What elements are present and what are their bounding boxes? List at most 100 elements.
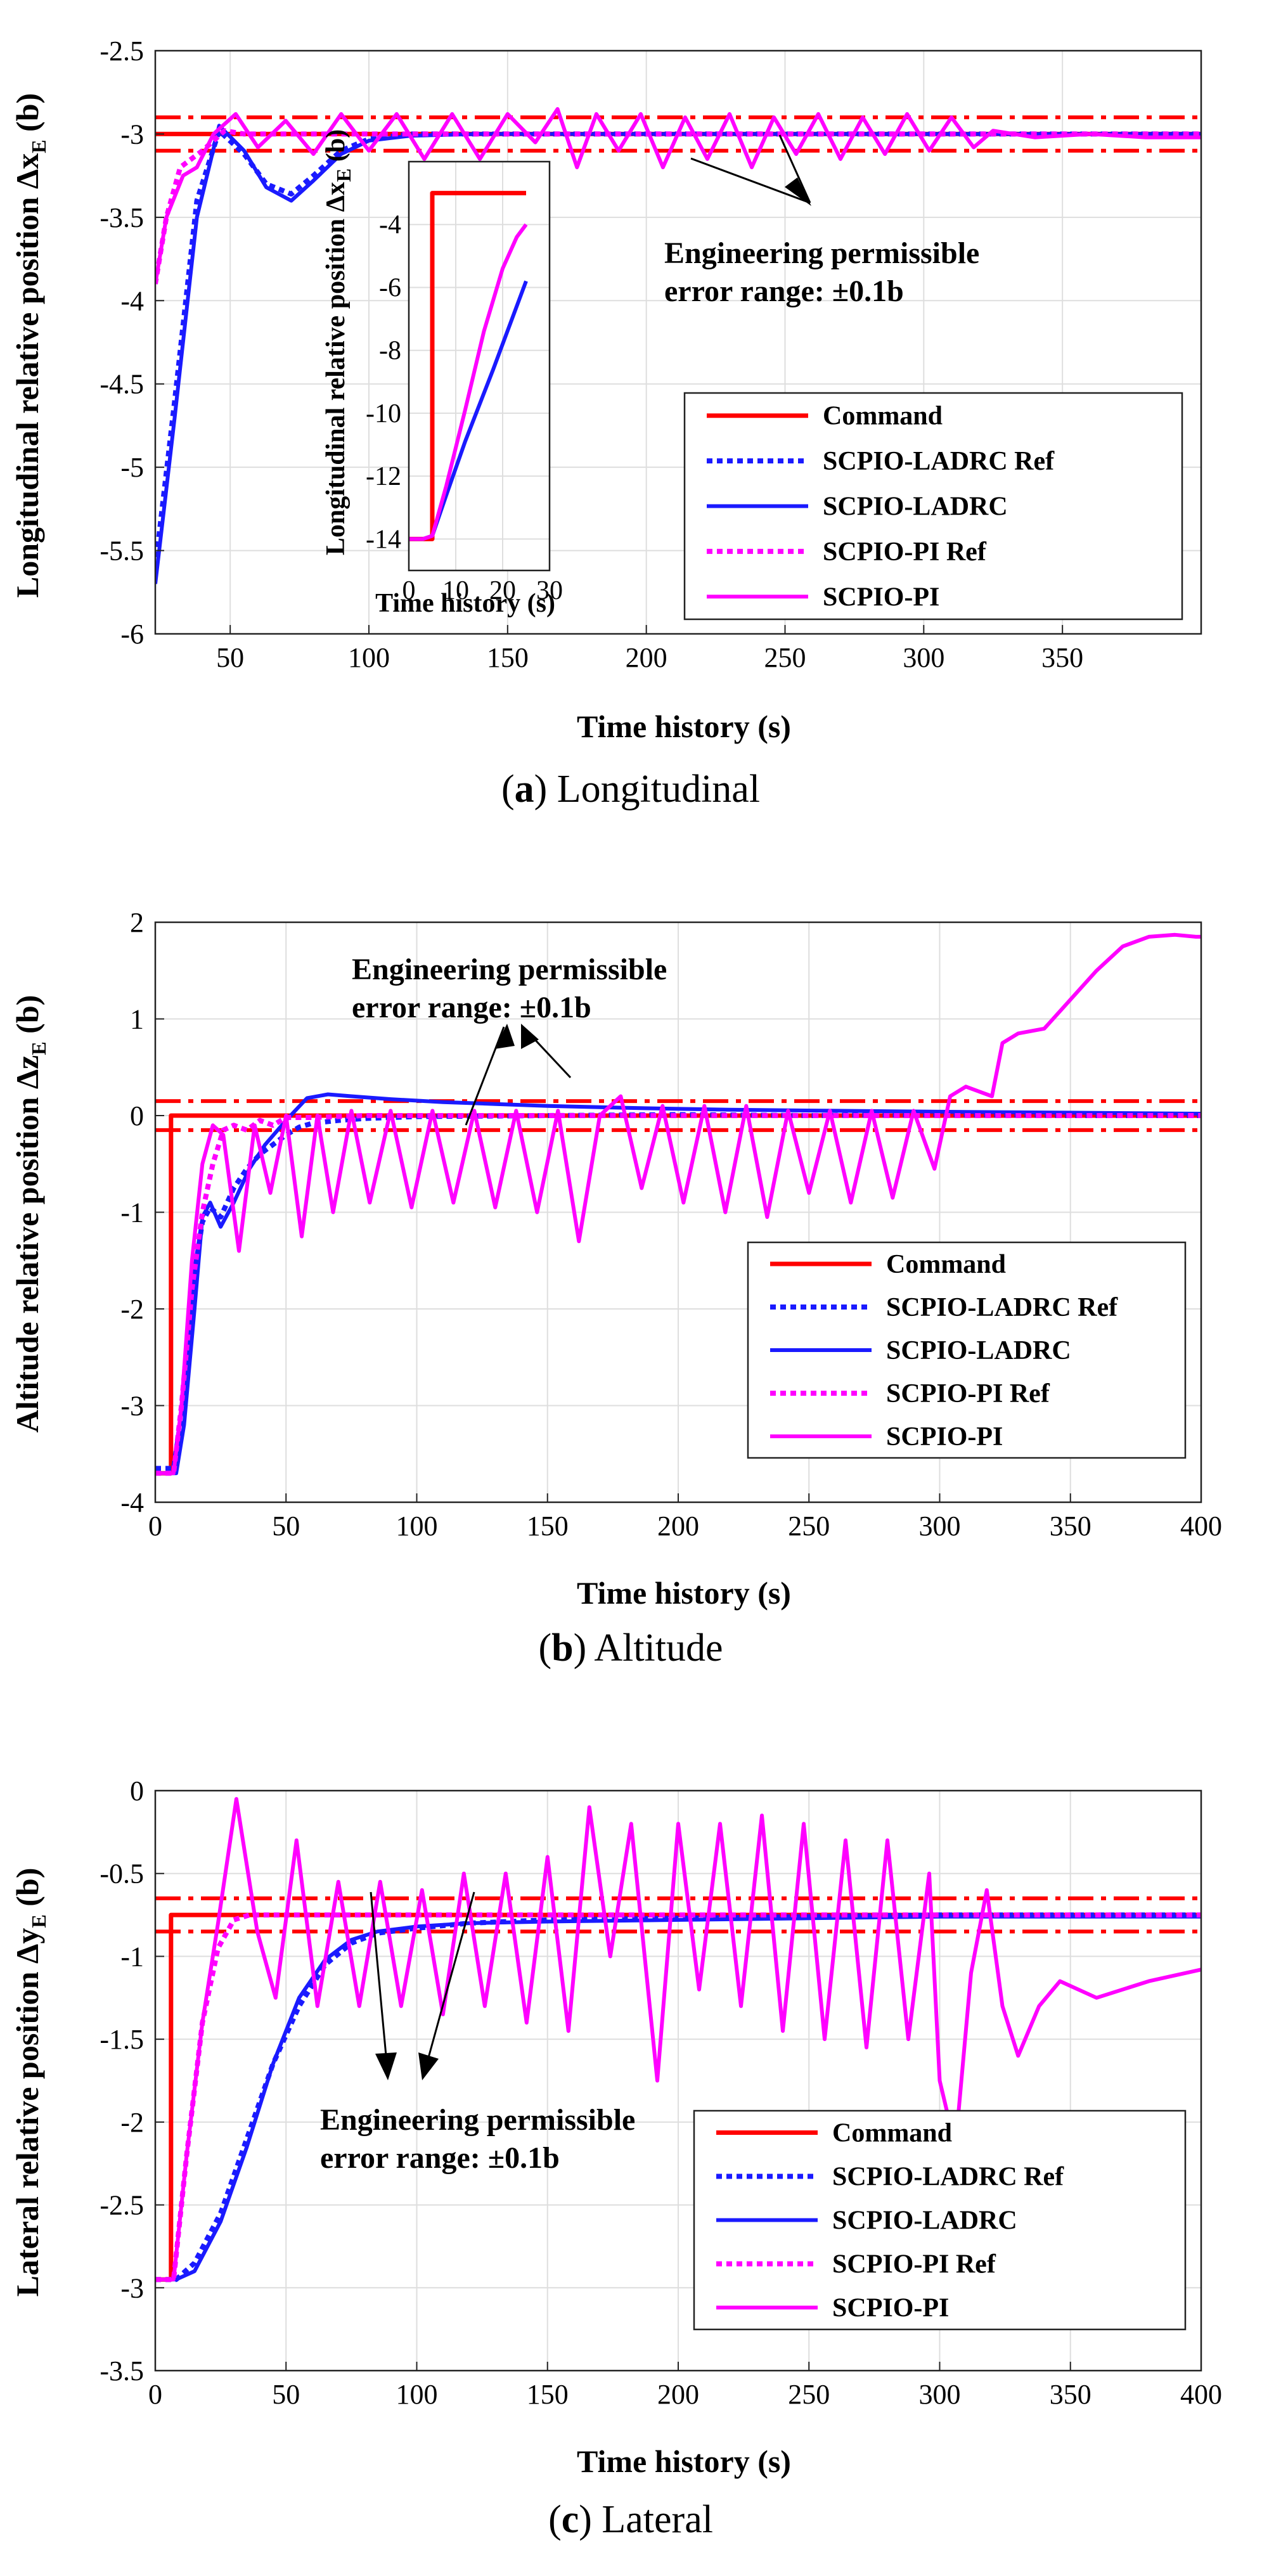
y-tick-label: -2.5 <box>100 35 144 67</box>
series-scpio-pi-ref <box>155 1113 1201 1476</box>
inset-y-tick-label: -12 <box>366 462 401 491</box>
x-axis-label: Time history (s) <box>577 2444 791 2479</box>
y-tick-label: -3.5 <box>100 2355 144 2386</box>
annotation-arrowhead <box>375 2052 397 2080</box>
panel-altitude: 0 50 100 150 200 250 300 350 400 -4 -3 -2 -1 0 1 2 Tim… <box>10 907 1222 1670</box>
y-tick-label: 0 <box>130 1775 144 1806</box>
inset-x-tick-label: 30 <box>536 576 563 605</box>
y-tick-label: -5 <box>120 452 144 483</box>
series-lines <box>155 107 1201 584</box>
tolerance-annotation: Engineering permissible error range: ±0.… <box>664 134 979 308</box>
x-tick-label: 100 <box>348 642 390 673</box>
annotation-arrow <box>690 157 811 204</box>
inset-y-tick-label: -4 <box>379 210 401 240</box>
legend-label-scpio-ladrc-ref: SCPIO-LADRC Ref <box>832 2163 1064 2192</box>
series-scpio-pi <box>155 932 1201 1476</box>
inset-y-tick-label: -10 <box>366 399 401 428</box>
series-lines <box>155 932 1201 1476</box>
series-scpio-ladrc-ref <box>155 1912 1201 2283</box>
caption: (a) Longitudinal <box>501 768 760 811</box>
x-axis-label: Time history (s) <box>577 709 791 744</box>
y-tick-label: 2 <box>130 907 144 938</box>
series-scpio-ladrc <box>155 1914 1201 2282</box>
inset-y-tick-label: -8 <box>379 337 401 366</box>
legend-label-scpio-pi-ref: SCPIO-PI Ref <box>832 2250 996 2279</box>
inset-x-tick-label: 20 <box>489 576 516 605</box>
y-axis-label: Longitudinal relative position ΔxE (b) <box>10 93 50 598</box>
inset-x-tick-labels: 0 10 20 30 <box>402 576 563 605</box>
y-tick-label: 1 <box>130 1004 144 1035</box>
y-axis-label: Lateral relative position ΔyE (b) <box>10 1868 50 2297</box>
inset-series-scpio-pi <box>409 223 528 541</box>
inset-y-tick-label: -14 <box>366 525 401 554</box>
inset-y-tick-label: -6 <box>379 273 401 302</box>
y-tick-label: -0.5 <box>100 1858 144 1890</box>
x-tick-label: 350 <box>1050 1510 1091 1542</box>
legend-label-scpio-ladrc: SCPIO-LADRC <box>823 493 1008 522</box>
x-tick-label: 150 <box>527 1510 569 1542</box>
y-tick-label: -5.5 <box>100 536 144 567</box>
x-tick-label: 200 <box>657 1510 699 1542</box>
y-tick-label: -1.5 <box>100 2024 144 2055</box>
y-tick-label: -1 <box>120 1941 144 1972</box>
y-tick-label: -2 <box>120 1294 144 1325</box>
legend-label-command: Command <box>832 2119 952 2148</box>
annotation-line-2: error range: ±0.1b <box>320 2141 560 2175</box>
caption: (b) Altitude <box>538 1626 723 1670</box>
annotation-arrow <box>778 134 811 203</box>
series-scpio-ladrc-ref <box>155 128 1201 568</box>
tolerance-band <box>155 1099 1201 1132</box>
annotation-line-1: Engineering permissible <box>352 953 667 986</box>
legend: Command SCPIO-LADRC Ref SCPIO-LADRC SCPIO-P… <box>747 1241 1187 1459</box>
legend-label-scpio-pi: SCPIO-PI <box>886 1422 1003 1452</box>
y-tick-labels: -6 -5.5 -5 -4.5 -4 -3.5 -3 -2.5 <box>100 35 164 650</box>
caption: (c) Lateral <box>548 2498 713 2541</box>
tolerance-annotation: Engineering permissible error range: ±0.… <box>352 953 667 1126</box>
y-tick-label: -1 <box>120 1197 144 1228</box>
annotation-arrowhead <box>521 1024 539 1049</box>
series-scpio-pi-ref <box>155 128 1201 285</box>
y-tick-label: -4.5 <box>100 369 144 400</box>
plot-frame <box>154 49 1202 635</box>
x-tick-label: 250 <box>788 1510 830 1542</box>
legend-label-scpio-pi: SCPIO-PI <box>823 583 939 612</box>
x-tick-label: 0 <box>148 2379 162 2410</box>
legend-label-scpio-pi: SCPIO-PI <box>832 2294 949 2323</box>
tolerance-annotation: Engineering permissible error range: ±0.… <box>320 1891 635 2175</box>
panel-longitudinal: 50 100 150 200 250 300 350 -6-5.5-5-4.5-4-3.5-… <box>10 35 1202 811</box>
y-tick-label: 0 <box>130 1100 144 1131</box>
series-scpio-pi-ref <box>155 1912 1201 2283</box>
series-lines <box>155 1797 1201 2283</box>
legend-label-scpio-ladrc: SCPIO-LADRC <box>886 1336 1071 1365</box>
x-tick-label: 0 <box>148 1510 162 1542</box>
x-tick-label: 400 <box>1180 1510 1222 1542</box>
inset-x-tick-label: 10 <box>442 576 469 605</box>
annotation-line-1: Engineering permissible <box>320 2103 635 2137</box>
x-tick-label: 150 <box>527 2379 569 2410</box>
annotation-arrow <box>370 1891 389 2077</box>
y-axis-label: Altitude relative position ΔzE (b) <box>10 995 50 1433</box>
x-tick-label: 250 <box>764 642 806 673</box>
y-tick-label: -4 <box>120 285 144 316</box>
legend-label-scpio-ladrc: SCPIO-LADRC <box>832 2206 1017 2236</box>
annotation-arrowhead <box>785 177 811 206</box>
x-tick-label: 300 <box>919 1510 961 1542</box>
inset-y-axis-label: Longitudinal relative position ΔxE (b) <box>321 129 355 555</box>
x-tick-label: 350 <box>1050 2379 1091 2410</box>
x-tick-labels: 0 50 100 150 200 250 300 350 400 <box>148 2362 1222 2410</box>
legend-label-scpio-pi-ref: SCPIO-PI Ref <box>823 538 987 567</box>
y-tick-label: -4 <box>120 1487 144 1518</box>
x-tick-label: 300 <box>903 642 944 673</box>
y-tick-label: -2 <box>120 2107 144 2138</box>
x-tick-labels: 50 100 150 200 250 300 350 <box>216 625 1083 673</box>
legend: Command SCPIO-LADRC Ref SCPIO-LADRC SCPIO-P… <box>693 2109 1187 2331</box>
x-tick-label: 50 <box>216 642 244 673</box>
inset-x-axis-label: Time history (s) <box>375 589 555 618</box>
inset-frame <box>408 160 551 572</box>
y-tick-label: -3 <box>120 119 144 150</box>
y-tick-labels: -4 -3 -2 -1 0 1 2 <box>120 907 164 1518</box>
x-tick-label: 50 <box>272 2379 300 2410</box>
inset-plot: 0 10 20 30 -14 -12 -10 -8 -6 -4 Time history (s)… <box>321 129 563 618</box>
annotation-line-1: Engineering permissible <box>664 236 979 270</box>
x-tick-labels: 0 50 100 150 200 250 300 350 400 <box>148 1493 1222 1542</box>
